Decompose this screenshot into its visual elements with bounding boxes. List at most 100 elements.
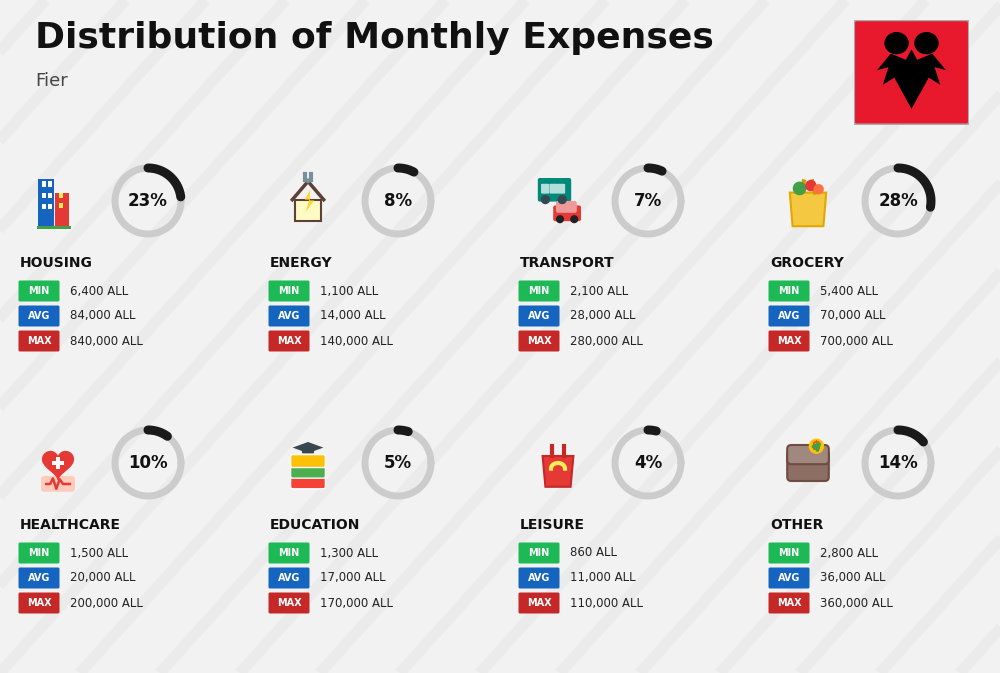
FancyBboxPatch shape [556,201,577,213]
FancyBboxPatch shape [768,330,809,351]
Polygon shape [293,442,323,453]
Text: AVG: AVG [528,573,550,583]
Circle shape [306,179,310,182]
Text: 4%: 4% [634,454,662,472]
Text: MAX: MAX [527,598,551,608]
Text: 360,000 ALL: 360,000 ALL [820,596,893,610]
FancyBboxPatch shape [268,592,310,614]
Text: Fier: Fier [35,72,68,90]
Polygon shape [305,190,314,211]
FancyBboxPatch shape [768,542,809,563]
Text: AVG: AVG [278,573,300,583]
FancyBboxPatch shape [41,476,75,492]
FancyBboxPatch shape [768,567,809,588]
Text: AVG: AVG [528,311,550,321]
Text: 36,000 ALL: 36,000 ALL [820,571,886,584]
Text: 14,000 ALL: 14,000 ALL [320,310,386,322]
FancyBboxPatch shape [518,330,560,351]
Text: AVG: AVG [278,311,300,321]
Text: HOUSING: HOUSING [20,256,93,270]
Text: MAX: MAX [277,336,301,346]
Text: MIN: MIN [778,548,800,558]
FancyBboxPatch shape [19,330,60,351]
FancyBboxPatch shape [268,330,310,351]
FancyBboxPatch shape [549,184,558,194]
Polygon shape [877,49,946,109]
Text: OTHER: OTHER [770,518,823,532]
Text: HEALTHCARE: HEALTHCARE [20,518,121,532]
Text: 170,000 ALL: 170,000 ALL [320,596,393,610]
FancyBboxPatch shape [268,306,310,326]
Text: MIN: MIN [778,286,800,296]
FancyBboxPatch shape [854,20,969,125]
Text: 1,500 ALL: 1,500 ALL [70,546,128,559]
Text: 110,000 ALL: 110,000 ALL [570,596,643,610]
Text: MIN: MIN [278,548,300,558]
Text: MIN: MIN [278,286,300,296]
FancyBboxPatch shape [48,192,52,199]
FancyBboxPatch shape [541,184,549,194]
Text: AVG: AVG [28,573,50,583]
Text: GROCERY: GROCERY [770,256,844,270]
Text: 10%: 10% [128,454,168,472]
Text: MAX: MAX [527,336,551,346]
Circle shape [557,216,563,223]
Text: EDUCATION: EDUCATION [270,518,360,532]
Polygon shape [790,192,826,226]
FancyBboxPatch shape [518,592,560,614]
Text: MAX: MAX [777,598,801,608]
Text: 5%: 5% [384,454,412,472]
Circle shape [915,33,938,54]
FancyBboxPatch shape [291,454,325,468]
Text: 84,000 ALL: 84,000 ALL [70,310,136,322]
FancyBboxPatch shape [19,542,60,563]
Text: MIN: MIN [28,548,50,558]
Circle shape [571,216,578,223]
Text: 28%: 28% [878,192,918,210]
Text: 6,400 ALL: 6,400 ALL [70,285,128,297]
FancyBboxPatch shape [553,205,581,221]
FancyBboxPatch shape [19,306,60,326]
Circle shape [814,185,823,194]
FancyBboxPatch shape [518,281,560,302]
FancyBboxPatch shape [557,184,565,194]
FancyBboxPatch shape [302,446,314,454]
Text: 20,000 ALL: 20,000 ALL [70,571,136,584]
Text: 1,100 ALL: 1,100 ALL [320,285,378,297]
Text: 5,400 ALL: 5,400 ALL [820,285,878,297]
Text: TRANSPORT: TRANSPORT [520,256,615,270]
FancyBboxPatch shape [19,281,60,302]
FancyBboxPatch shape [268,281,310,302]
FancyBboxPatch shape [518,542,560,563]
Text: 14%: 14% [878,454,918,472]
FancyBboxPatch shape [538,178,571,202]
FancyBboxPatch shape [295,200,321,221]
FancyBboxPatch shape [291,476,325,489]
FancyBboxPatch shape [48,182,52,187]
FancyBboxPatch shape [518,306,560,326]
Text: ENERGY: ENERGY [270,256,333,270]
FancyBboxPatch shape [42,204,46,209]
Text: 70,000 ALL: 70,000 ALL [820,310,886,322]
Text: 200,000 ALL: 200,000 ALL [70,596,143,610]
Circle shape [541,196,549,203]
FancyBboxPatch shape [768,306,809,326]
Text: AVG: AVG [778,573,800,583]
FancyBboxPatch shape [518,567,560,588]
Text: 7%: 7% [634,192,662,210]
Text: 1,300 ALL: 1,300 ALL [320,546,378,559]
Text: 140,000 ALL: 140,000 ALL [320,334,393,347]
Text: 28,000 ALL: 28,000 ALL [570,310,636,322]
Text: MAX: MAX [27,598,51,608]
Text: AVG: AVG [28,311,50,321]
FancyBboxPatch shape [19,567,60,588]
FancyBboxPatch shape [268,542,310,563]
FancyBboxPatch shape [55,192,69,229]
Text: 860 ALL: 860 ALL [570,546,617,559]
Text: 700,000 ALL: 700,000 ALL [820,334,893,347]
Circle shape [793,182,806,194]
Text: MAX: MAX [277,598,301,608]
FancyBboxPatch shape [19,592,60,614]
Text: 2,100 ALL: 2,100 ALL [570,285,628,297]
FancyBboxPatch shape [37,225,71,229]
